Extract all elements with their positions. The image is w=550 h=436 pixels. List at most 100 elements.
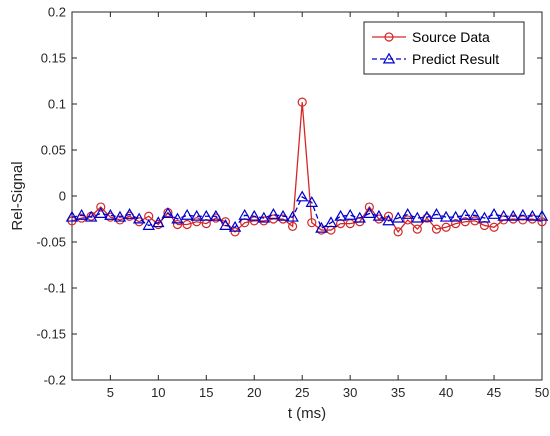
- data-point-predict-result: [468, 208, 482, 220]
- y-tick-label: -0.15: [36, 327, 66, 342]
- data-point-source-data: [288, 221, 298, 231]
- data-point-predict-result: [535, 209, 549, 221]
- x-tick-label: 10: [151, 385, 165, 400]
- data-point-predict-result: [84, 210, 98, 222]
- data-point-predict-result: [382, 214, 395, 226]
- data-point-source-data: [297, 97, 307, 107]
- data-point-predict-result: [209, 209, 223, 221]
- data-point-source-data: [451, 219, 461, 229]
- y-tick-label: 0.05: [41, 143, 66, 158]
- y-tick-label: 0.1: [48, 97, 66, 112]
- data-point-predict-result: [228, 220, 242, 232]
- legend-label-predict-result: Predict Result: [412, 51, 499, 67]
- data-point-predict-result: [65, 210, 79, 222]
- x-tick-label: 35: [391, 385, 405, 400]
- series-layer: [65, 97, 549, 237]
- data-point-predict-result: [411, 211, 424, 223]
- series-predict-result: [65, 190, 549, 233]
- data-point-predict-result: [123, 207, 136, 219]
- x-tick-label: 15: [199, 385, 213, 400]
- data-point-predict-result: [238, 208, 251, 220]
- data-point-source-data: [460, 217, 470, 227]
- data-point-predict-result: [75, 208, 88, 220]
- data-point-predict-result: [430, 207, 443, 219]
- data-point-predict-result: [334, 209, 347, 221]
- series-line-predict-result: [71, 196, 542, 230]
- legend-label-source-data: Source Data: [412, 29, 490, 45]
- data-point-source-data: [412, 224, 422, 234]
- data-point-source-data: [364, 202, 374, 212]
- data-point-source-data: [307, 218, 317, 228]
- data-point-source-data: [182, 219, 192, 230]
- data-point-predict-result: [295, 190, 309, 202]
- data-point-predict-result: [478, 211, 491, 223]
- x-axis-ticks: 5 10 15 20 25 30 35 40 45 50: [107, 12, 549, 400]
- data-point-predict-result: [113, 210, 127, 222]
- data-point-predict-result: [372, 209, 386, 221]
- data-point-predict-result: [257, 211, 271, 223]
- data-point-predict-result: [152, 216, 165, 228]
- legend-box: [363, 21, 525, 75]
- data-point-predict-result: [219, 219, 232, 230]
- y-axis-ticks: -0.2 -0.15 -0.1 -0.05 0 0.05 0.1 0.15 0.2: [36, 5, 542, 388]
- data-point-predict-result: [248, 209, 261, 221]
- data-point-predict-result: [497, 209, 510, 221]
- legend: Source Data Predict Result: [363, 21, 525, 75]
- data-point-predict-result: [353, 211, 366, 223]
- x-axis-label: t (ms): [288, 405, 326, 422]
- data-point-source-data: [172, 219, 183, 230]
- data-point-predict-result: [267, 207, 280, 219]
- data-point-source-data: [431, 224, 442, 234]
- data-point-source-data: [96, 202, 106, 212]
- data-point-predict-result: [94, 207, 108, 218]
- data-point-predict-result: [161, 207, 175, 218]
- data-point-predict-result: [104, 208, 117, 220]
- x-tick-label: 40: [439, 385, 453, 400]
- data-point-predict-result: [459, 208, 472, 220]
- y-tick-label: -0.1: [44, 281, 66, 296]
- x-tick-label: 20: [247, 385, 261, 400]
- data-point-predict-result: [487, 207, 501, 219]
- data-point-source-data: [489, 222, 499, 232]
- data-point-predict-result: [401, 207, 414, 219]
- series-line-source-data: [71, 102, 543, 234]
- data-point-predict-result: [200, 209, 213, 221]
- data-point-predict-result: [305, 196, 319, 207]
- y-tick-label: 0: [59, 189, 66, 204]
- y-axis-label: Rel-Signal: [9, 161, 26, 230]
- legend-marker-predict-result: [382, 52, 396, 64]
- data-point-predict-result: [180, 208, 194, 220]
- series-source-data: [67, 97, 547, 237]
- data-point-predict-result: [171, 212, 184, 224]
- y-tick-label: 0.15: [41, 51, 66, 66]
- data-point-predict-result: [190, 209, 203, 221]
- x-tick-label: 30: [343, 385, 357, 400]
- data-point-predict-result: [526, 209, 539, 221]
- data-point-predict-result: [420, 210, 434, 222]
- x-tick-label: 45: [487, 385, 501, 400]
- data-point-predict-result: [449, 210, 462, 222]
- x-tick-label: 5: [107, 385, 114, 400]
- data-point-predict-result: [343, 208, 357, 220]
- data-point-source-data: [393, 227, 403, 237]
- data-point-source-data: [470, 216, 480, 226]
- data-point-source-data: [403, 215, 413, 225]
- y-tick-label: -0.2: [44, 373, 66, 388]
- data-point-predict-result: [439, 210, 453, 222]
- data-point-predict-result: [286, 210, 299, 222]
- data-point-predict-result: [315, 221, 328, 233]
- data-point-predict-result: [363, 207, 376, 218]
- y-tick-label: -0.05: [36, 235, 66, 250]
- data-point-source-data: [441, 222, 451, 232]
- data-point-source-data: [268, 214, 279, 224]
- data-point-predict-result: [276, 209, 290, 221]
- data-point-predict-result: [132, 212, 146, 224]
- x-tick-label: 50: [535, 385, 549, 400]
- data-point-source-data: [192, 217, 202, 227]
- y-tick-label: 0.2: [48, 5, 66, 20]
- data-point-predict-result: [506, 209, 520, 221]
- data-point-source-data: [537, 217, 547, 227]
- legend-marker-source-data: [384, 32, 394, 42]
- data-point-predict-result: [324, 216, 338, 228]
